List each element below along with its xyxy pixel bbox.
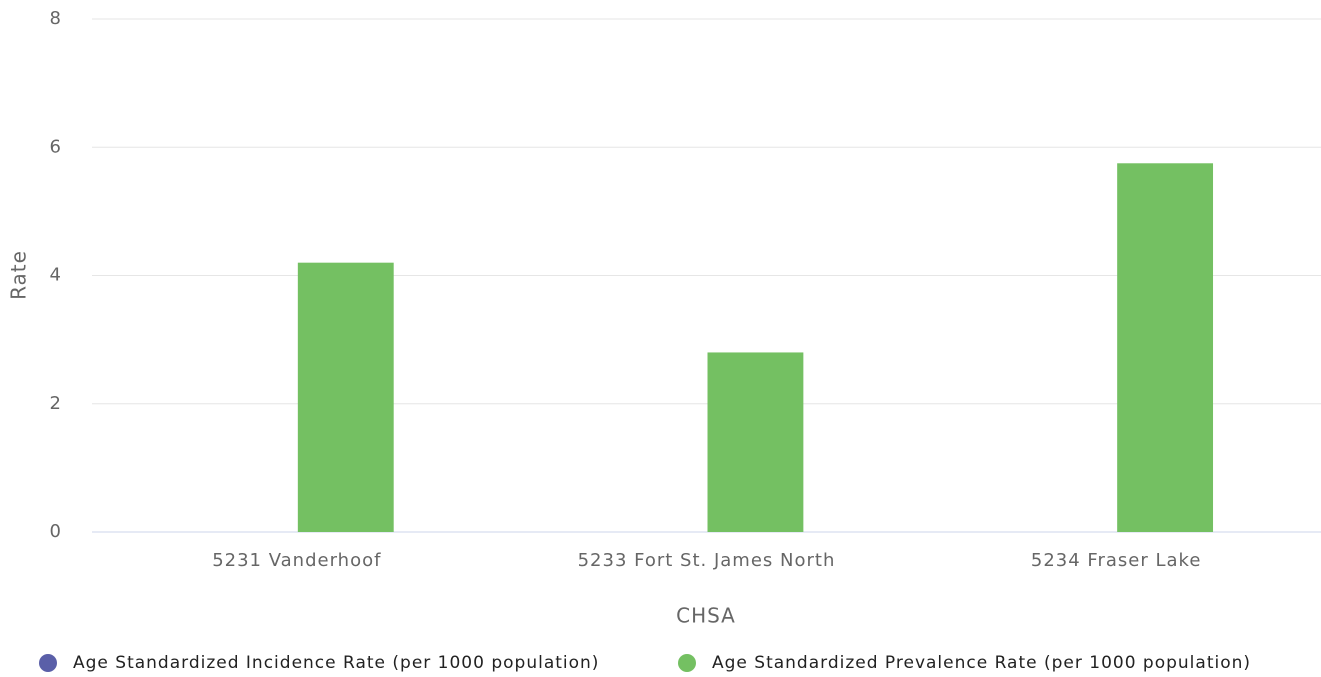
legend-marker [678, 654, 696, 672]
y-tick-label: 6 [50, 136, 62, 157]
y-tick-label: 0 [50, 521, 62, 542]
y-tick-label: 4 [50, 265, 62, 286]
x-tick-label: 5234 Fraser Lake [1031, 550, 1202, 571]
bar [297, 262, 394, 532]
y-tick-label: 2 [50, 393, 62, 414]
legend-marker [39, 654, 57, 672]
x-tick-label: 5233 Fort St. James North [578, 550, 836, 571]
y-tick-label: 8 [50, 8, 62, 29]
legend-label: Age Standardized Incidence Rate (per 100… [73, 653, 599, 673]
bar [707, 352, 804, 532]
x-axis-title: CHSA [676, 604, 736, 628]
y-axis-title: Rate [7, 250, 31, 300]
x-tick-label: 5231 Vanderhoof [212, 550, 381, 571]
legend-label: Age Standardized Prevalence Rate (per 10… [712, 653, 1251, 673]
bar [1117, 163, 1214, 532]
